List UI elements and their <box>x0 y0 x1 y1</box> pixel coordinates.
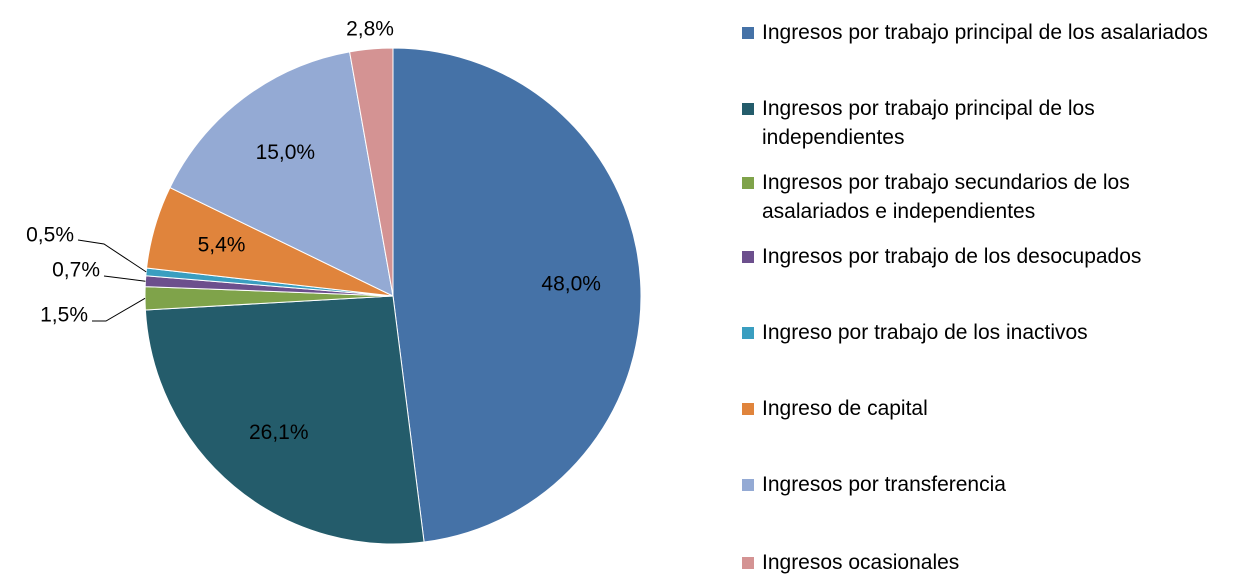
leader-line <box>92 297 146 322</box>
legend-swatch <box>742 327 754 339</box>
leader-line <box>77 239 147 273</box>
data-label: 15,0% <box>256 141 316 164</box>
legend-label: Ingresos por trabajo secundarios de los … <box>762 171 1130 223</box>
legend-label: Ingreso de capital <box>762 397 928 420</box>
legend-item: Ingreso de capital <box>742 394 1242 423</box>
legend-item: Ingresos por trabajo principal de los in… <box>742 94 1242 152</box>
legend-swatch <box>742 479 754 491</box>
data-label: 26,1% <box>249 421 309 444</box>
legend-swatch <box>742 557 754 569</box>
legend-item: Ingresos por trabajo principal de los as… <box>742 18 1242 47</box>
legend-label: Ingresos por trabajo de los desocupados <box>762 245 1142 268</box>
legend-label: Ingresos por trabajo principal de los in… <box>762 97 1095 149</box>
data-label: 0,7% <box>52 259 100 282</box>
legend-label: Ingresos por trabajo principal de los as… <box>762 21 1208 44</box>
legend-item: Ingresos por trabajo de los desocupados <box>742 242 1242 271</box>
legend-swatch <box>742 251 754 263</box>
data-label: 0,5% <box>26 224 74 247</box>
legend-item: Ingresos por transferencia <box>742 470 1242 499</box>
legend-swatch <box>742 27 754 39</box>
data-label: 5,4% <box>198 234 246 257</box>
pie-slice <box>392 47 642 543</box>
legend-label: Ingresos por transferencia <box>762 473 1006 496</box>
pie-slice <box>169 51 394 297</box>
data-label: 1,5% <box>40 304 88 327</box>
legend-swatch <box>742 403 754 415</box>
pie-slice <box>144 295 425 545</box>
legend-label: Ingreso por trabajo de los inactivos <box>762 321 1088 344</box>
pie-area: 48,0% 26,1% 1,5% 0,7% 0,5% 5,4% 15,0% 2,8% <box>26 18 642 545</box>
data-label: 48,0% <box>541 272 601 295</box>
legend-swatch <box>742 177 754 189</box>
legend-label: Ingresos ocasionales <box>762 551 960 574</box>
legend-item: Ingresos ocasionales <box>742 548 1242 574</box>
legend-item: Ingresos por trabajo secundarios de los … <box>742 168 1242 226</box>
leader-line <box>103 275 146 282</box>
data-label: 2,8% <box>346 18 394 41</box>
legend-swatch <box>742 103 754 115</box>
pie-slice <box>349 47 394 297</box>
legend-item: Ingreso por trabajo de los inactivos <box>742 318 1242 347</box>
